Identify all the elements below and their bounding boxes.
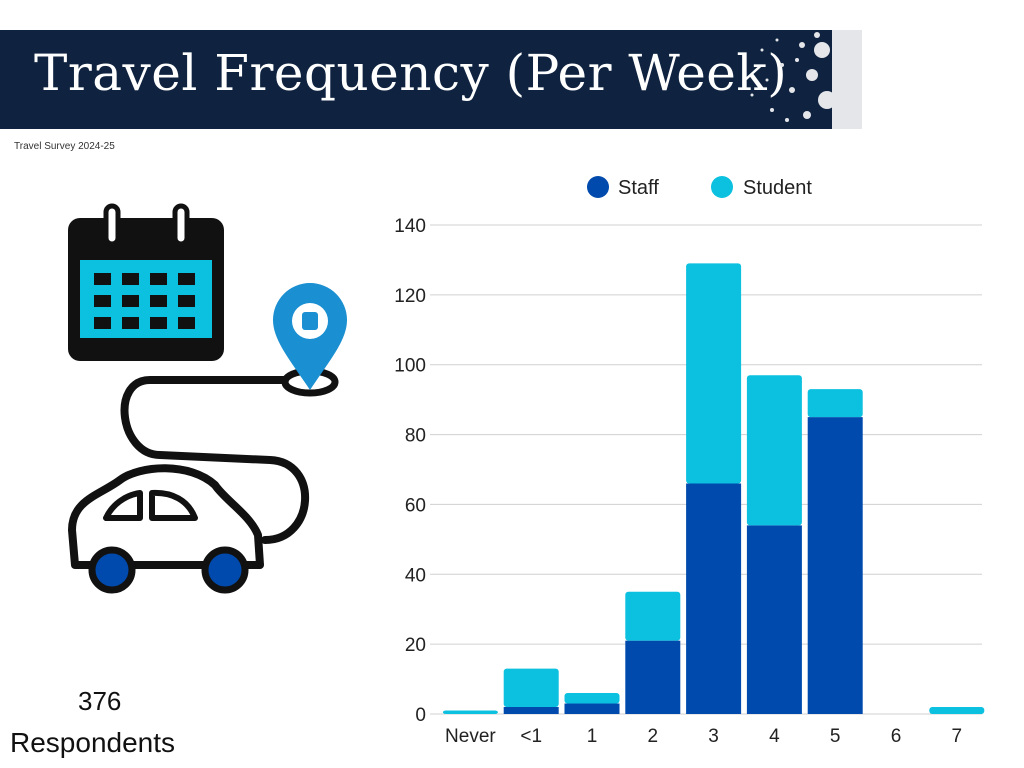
x-tick-label: Never xyxy=(445,726,496,747)
y-tick-label: 0 xyxy=(415,705,426,726)
y-tick-label: 60 xyxy=(405,495,426,516)
x-tick-label: 5 xyxy=(830,726,841,747)
legend-swatch-student xyxy=(711,176,733,198)
bar-staff xyxy=(807,417,863,714)
x-tick-label: 2 xyxy=(648,726,659,747)
survey-subtitle: Travel Survey 2024-25 xyxy=(14,141,115,152)
x-tick-label: 6 xyxy=(891,726,902,747)
x-tick-label: <1 xyxy=(520,726,542,747)
page-title: Travel Frequency (Per Week) xyxy=(34,44,788,102)
bar-student xyxy=(442,710,498,714)
respondent-count: 376 xyxy=(78,686,122,716)
calendar-icon xyxy=(68,203,224,361)
y-tick-label: 100 xyxy=(394,356,426,377)
travel-illustration xyxy=(68,203,347,594)
x-tick-label: 3 xyxy=(708,726,719,747)
bar-student xyxy=(929,707,985,714)
x-tick-label: 7 xyxy=(952,726,963,747)
y-tick-label: 40 xyxy=(405,565,426,586)
car-icon xyxy=(68,464,264,594)
respondent-label: Respondents xyxy=(10,727,176,758)
y-tick-label: 120 xyxy=(394,286,426,307)
bar-student xyxy=(503,668,559,708)
bar-staff xyxy=(564,703,620,714)
legend-label-staff: Staff xyxy=(618,177,659,199)
bar-staff xyxy=(746,525,802,714)
bar-staff xyxy=(503,707,559,714)
y-tick-label: 80 xyxy=(405,426,426,447)
legend-swatch-staff xyxy=(587,176,609,198)
bar-student xyxy=(746,375,802,526)
y-tick-label: 20 xyxy=(405,635,426,656)
x-tick-label: 4 xyxy=(769,726,780,747)
bar-student xyxy=(564,693,620,704)
y-tick-label: 140 xyxy=(394,216,426,237)
legend-label-student: Student xyxy=(743,177,812,199)
title-banner: Travel Frequency (Per Week) xyxy=(0,30,862,129)
bar-student xyxy=(686,263,742,484)
bar-student xyxy=(625,591,681,641)
bar-staff xyxy=(625,640,681,714)
bar-staff xyxy=(686,483,742,714)
location-pin-icon xyxy=(273,283,347,390)
x-tick-label: 1 xyxy=(587,726,598,747)
paint-splatter-decoration xyxy=(750,30,862,129)
bar-student xyxy=(807,389,863,418)
